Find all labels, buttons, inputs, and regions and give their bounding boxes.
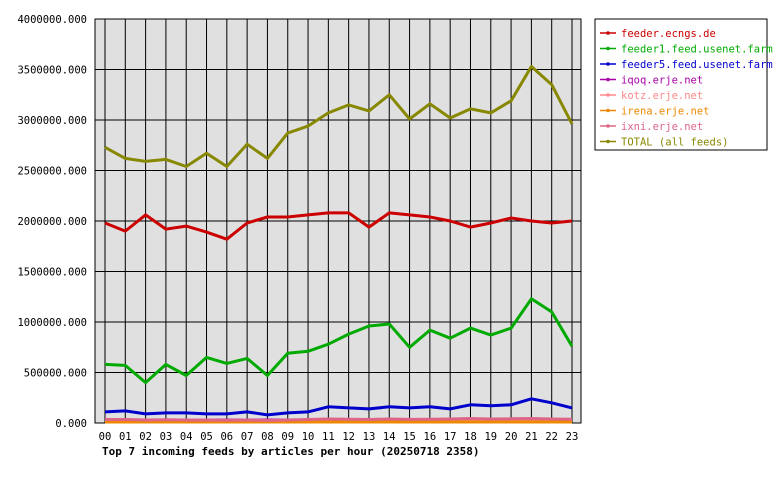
x-tick-label: 07 <box>241 431 254 443</box>
x-tick-label: 06 <box>220 431 233 443</box>
x-tick-label: 14 <box>383 431 396 443</box>
y-tick-label: 3000000.000 <box>17 115 87 127</box>
x-axis-ticks: 00 01 02 03 04 05 06 07 08 09 10 11 12 13 14 15 16 17 18 19… <box>99 431 579 443</box>
x-tick-label: 19 <box>484 431 497 443</box>
legend-marker <box>606 124 610 128</box>
y-tick-label: 2500000.000 <box>17 166 87 178</box>
series-line-1 <box>104 297 574 385</box>
x-tick-label: 13 <box>363 431 376 443</box>
y-tick-label: 1000000.000 <box>17 317 87 329</box>
x-tick-label: 09 <box>281 431 294 443</box>
x-tick-label: 04 <box>180 431 193 443</box>
y-tick-label: 4000000.000 <box>17 14 87 26</box>
x-tick-label: 02 <box>139 431 152 443</box>
x-tick-label: 12 <box>342 431 355 443</box>
legend-label: feeder1.feed.usenet.farm <box>621 44 773 56</box>
series-lines <box>104 65 574 424</box>
legend: feeder.ecngs.de feeder1.feed.usenet.farm f… <box>600 28 773 149</box>
series-line-7 <box>104 65 574 168</box>
series-line-0 <box>104 211 573 241</box>
x-tick-label: 10 <box>302 431 315 443</box>
y-axis-ticks: 0.000 500000.000 1000000.000 1500000.000 200… <box>17 14 87 430</box>
y-tick-label: 1500000.000 <box>17 267 87 279</box>
x-tick-label: 08 <box>261 431 274 443</box>
y-tick-label: 3500000.000 <box>17 65 87 77</box>
legend-marker <box>606 108 610 113</box>
series-line-2 <box>104 397 573 417</box>
legend-marker <box>606 77 610 82</box>
legend-marker <box>606 62 610 66</box>
legend-marker <box>606 139 610 144</box>
x-tick-label: 16 <box>424 431 437 443</box>
y-tick-label: 2000000.000 <box>17 216 87 228</box>
x-tick-label: 18 <box>464 431 477 443</box>
x-tick-label: 17 <box>444 431 457 443</box>
series-line-6 <box>105 417 573 422</box>
x-tick-label: 22 <box>545 431 558 443</box>
x-tick-label: 11 <box>322 431 335 443</box>
y-tick-label: 0.000 <box>55 418 87 430</box>
chart-title: Top 7 incoming feeds by articles per hou… <box>102 445 480 458</box>
legend-marker <box>606 31 610 35</box>
x-tick-label: 21 <box>525 431 538 443</box>
x-tick-label: 05 <box>200 431 213 443</box>
legend-marker <box>606 46 610 51</box>
x-tick-label: 00 <box>99 431 112 443</box>
legend-box <box>594 18 768 151</box>
legend-marker <box>606 93 610 97</box>
x-tick-label: 20 <box>505 431 518 443</box>
y-tick-label: 500000.000 <box>24 368 87 380</box>
legend-label: irena.erje.net <box>621 106 710 118</box>
legend-label: TOTAL (all feeds) <box>621 137 728 149</box>
legend-label: ixni.erje.net <box>621 121 703 133</box>
legend-label: iqoq.erje.net <box>621 75 703 87</box>
x-tick-label: 03 <box>160 431 173 443</box>
legend-label: feeder5.feed.usenet.farm <box>621 59 773 71</box>
x-tick-label: 23 <box>566 431 579 443</box>
legend-label: feeder.ecngs.de <box>621 28 716 40</box>
x-tick-label: 01 <box>119 431 132 443</box>
legend-label: kotz.erje.net <box>621 90 703 102</box>
x-tick-label: 15 <box>403 431 416 443</box>
